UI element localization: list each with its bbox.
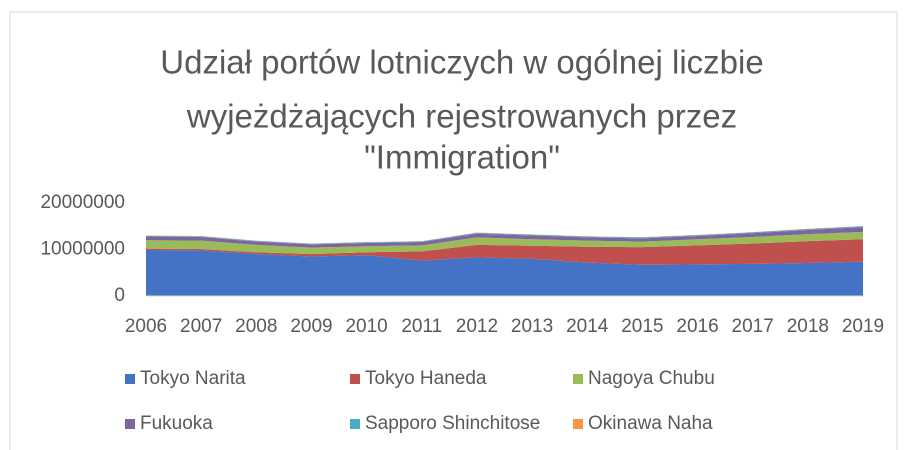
x-tick-label: 2010: [345, 316, 387, 337]
legend-label: Tokyo Narita: [140, 368, 246, 389]
x-tick-label: 2019: [842, 316, 884, 337]
legend-swatch: [350, 374, 360, 384]
legend-swatch: [573, 374, 583, 384]
x-tick-label: 2018: [787, 316, 829, 337]
legend-swatch: [350, 419, 360, 429]
y-tick-label: 10000000: [40, 239, 125, 260]
x-tick-label: 2016: [676, 316, 718, 337]
x-tick-label: 2009: [290, 316, 332, 337]
x-tick-label: 2006: [125, 316, 167, 337]
chart-title: wyjeżdżających rejestrowanych przez: [186, 98, 737, 135]
area: [146, 227, 863, 248]
x-tick-label: 2012: [456, 316, 498, 337]
chart-frame: [9, 11, 898, 450]
legend-swatch: [125, 419, 135, 429]
x-tick-label: 2015: [621, 316, 663, 337]
legend-label: Tokyo Haneda: [365, 368, 487, 389]
x-tick-label: 2007: [180, 316, 222, 337]
x-tick-label: 2013: [511, 316, 553, 337]
area: [146, 249, 863, 296]
x-tick-label: 2008: [235, 316, 277, 337]
y-tick-label: 20000000: [40, 192, 125, 213]
chart-title: Udział portów lotniczych w ogólnej liczb…: [160, 44, 763, 81]
x-tick-label: 2011: [401, 316, 442, 337]
legend-label: Nagoya Chubu: [588, 368, 715, 389]
x-tick-label: 2014: [566, 316, 609, 337]
legend-label: Sapporo Shinchitose: [365, 413, 540, 434]
x-tick-label: 2017: [732, 316, 774, 337]
y-tick-label: 0: [114, 285, 125, 306]
legend-swatch: [573, 419, 583, 429]
chart-title: "Immigration": [364, 139, 560, 176]
legend-label: Fukuoka: [140, 413, 213, 434]
legend-swatch: [125, 374, 135, 384]
area: [146, 239, 863, 265]
area: [146, 231, 863, 255]
legend-label: Okinawa Naha: [588, 413, 713, 434]
